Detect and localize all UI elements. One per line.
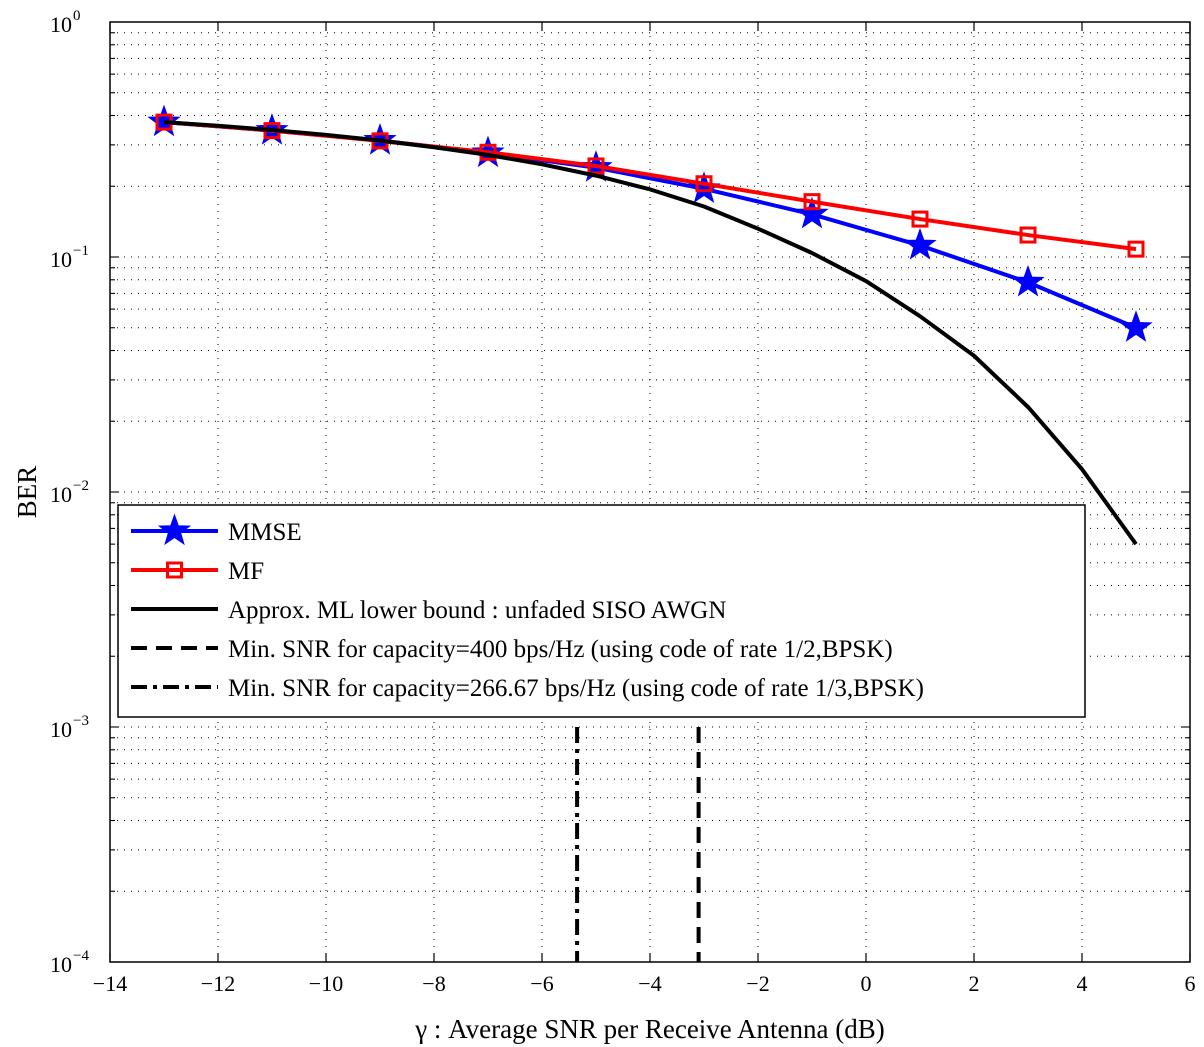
series-approx bbox=[163, 120, 1138, 546]
data-point-square bbox=[587, 157, 605, 175]
y-tick-label-exponent: −2 bbox=[73, 478, 89, 494]
data-point-star bbox=[157, 513, 192, 546]
series-lines bbox=[147, 104, 1153, 962]
y-tick-label-base: 10 bbox=[50, 717, 72, 742]
data-point-square bbox=[695, 175, 713, 193]
data-point-star bbox=[1011, 264, 1045, 297]
x-tick-label: −8 bbox=[422, 971, 445, 996]
y-tick-label-exponent: −4 bbox=[73, 948, 89, 964]
legend: MMSE MF Approx. ML lower bound : unfaded S… bbox=[117, 504, 1086, 718]
x-tick-label: −12 bbox=[201, 971, 235, 996]
data-point-square bbox=[1019, 226, 1037, 244]
y-axis-label: BER bbox=[12, 466, 42, 519]
x-tick-label: −6 bbox=[530, 971, 553, 996]
y-tick-label-base: 10 bbox=[50, 952, 72, 977]
x-tick-label: 6 bbox=[1185, 971, 1196, 996]
y-tick-label-exponent: −3 bbox=[73, 713, 89, 729]
data-point-square bbox=[911, 210, 929, 228]
x-axis-label: γ : Average SNR per Receive Antenna (dB) bbox=[414, 1014, 885, 1044]
data-point-star bbox=[795, 196, 829, 229]
y-tick-label-base: 10 bbox=[50, 482, 72, 507]
legend-label: Min. SNR for capacity=266.67 bps/Hz (usi… bbox=[228, 675, 924, 702]
x-tick-label: 4 bbox=[1077, 971, 1088, 996]
y-tick-label-base: 10 bbox=[50, 12, 72, 37]
y-tick-label-base: 10 bbox=[50, 247, 72, 272]
legend-label: MMSE bbox=[228, 519, 302, 546]
x-tick-label: −10 bbox=[309, 971, 343, 996]
x-tick-label: −2 bbox=[746, 971, 769, 996]
grid bbox=[110, 22, 1190, 962]
x-tick-label: −14 bbox=[93, 971, 127, 996]
y-tick-label-exponent: −1 bbox=[73, 243, 89, 259]
data-point-star bbox=[903, 227, 937, 260]
data-point-square bbox=[166, 561, 183, 579]
legend-box bbox=[117, 504, 1086, 718]
legend-label: MF bbox=[228, 558, 264, 585]
x-tick-label: 2 bbox=[969, 971, 980, 996]
data-point-star bbox=[1119, 310, 1153, 342]
x-tick-label: −4 bbox=[638, 971, 661, 996]
legend-label: Min. SNR for capacity=400 bps/Hz (using … bbox=[228, 636, 893, 663]
y-tick-label-exponent: 0 bbox=[73, 8, 81, 24]
legend-label: Approx. ML lower bound : unfaded SISO AW… bbox=[228, 597, 726, 624]
series-line bbox=[163, 120, 1138, 546]
data-point-square bbox=[803, 193, 821, 211]
x-tick-label: 0 bbox=[861, 971, 872, 996]
data-point-square bbox=[1127, 240, 1145, 258]
